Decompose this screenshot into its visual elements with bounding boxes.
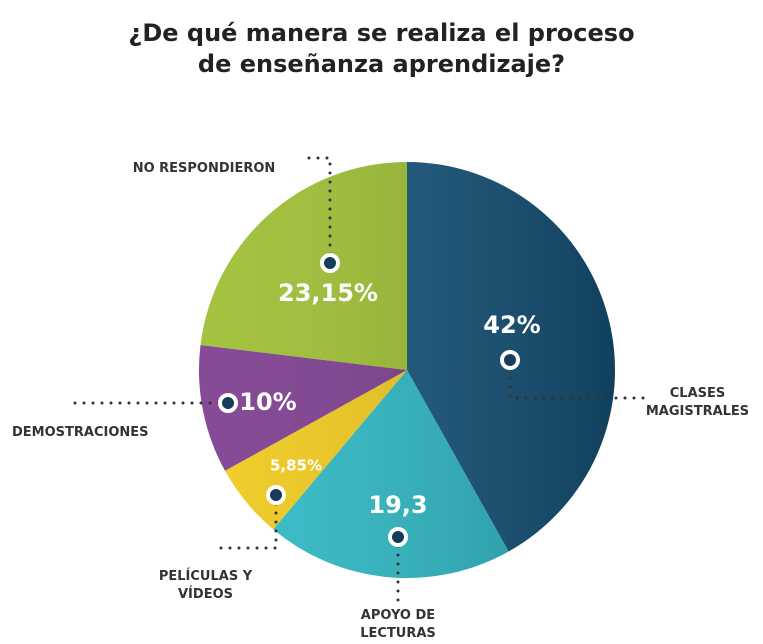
leader-line [213,493,278,550]
marker [500,350,520,370]
leader-line [306,156,332,265]
value-label: 19,3 [368,491,427,519]
value-label: 23,15% [278,279,378,307]
category-label: PELÍCULAS Y VÍDEOS [158,569,253,602]
category-label: CLASES MAGISTRALES [645,386,750,419]
marker [218,393,238,413]
category-label: DEMOSTRACIONES [12,425,149,440]
chart-title: ¿De qué manera se realiza el proceso de … [128,19,635,78]
category-label: NO RESPONDIERON [132,161,276,176]
pie-slice [200,162,407,370]
value-label: 10% [239,388,296,416]
marker [320,253,340,273]
marker [388,527,408,547]
category-label: APOYO DE LECTURAS [360,608,436,641]
value-label: 42% [483,311,540,339]
marker [266,485,286,505]
value-label: 5,85% [270,457,322,475]
